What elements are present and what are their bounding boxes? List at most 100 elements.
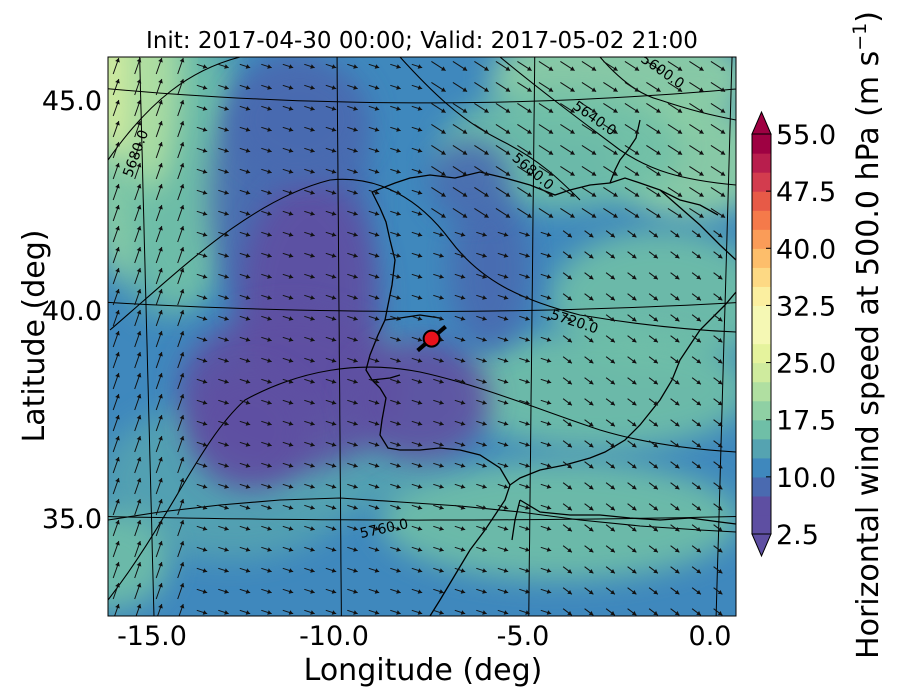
wind-arrow xyxy=(627,293,637,301)
wind-arrow xyxy=(347,168,358,174)
wind-arrow xyxy=(648,503,659,511)
wind-arrow xyxy=(454,357,466,363)
contour-line xyxy=(108,366,736,601)
wind-arrow xyxy=(646,165,661,177)
wind-arrow xyxy=(581,186,597,198)
coastline xyxy=(659,189,736,261)
wind-arrow xyxy=(454,504,466,510)
wind-arrow xyxy=(282,63,294,69)
contour-line xyxy=(108,57,241,161)
wind-arrow xyxy=(390,525,401,531)
wind-arrow xyxy=(155,78,163,96)
wind-arrow xyxy=(368,252,380,258)
wind-arrow xyxy=(368,231,380,237)
wind-arrow xyxy=(519,357,530,363)
wind-arrow xyxy=(239,147,251,153)
wind-arrow xyxy=(670,377,680,385)
wind-arrow xyxy=(452,60,468,72)
wind-arrow xyxy=(325,63,337,69)
wind-arrow xyxy=(540,567,552,573)
wind-arrow xyxy=(627,524,637,532)
wind-arrow xyxy=(134,309,142,327)
wind-arrow xyxy=(155,330,163,348)
wind-arrow xyxy=(239,483,251,489)
wind-arrow xyxy=(497,336,509,342)
wind-arrow xyxy=(325,588,337,594)
wind-arrow xyxy=(368,210,380,216)
colorbar-tick-label: 17.5 xyxy=(776,406,836,437)
wind-arrow xyxy=(452,102,468,114)
wind-arrow xyxy=(282,399,294,405)
wind-arrow xyxy=(605,419,616,427)
wind-arrow xyxy=(304,252,315,258)
wind-arrow xyxy=(497,399,509,405)
wind-arrow xyxy=(261,588,272,594)
colorbar-bin xyxy=(752,419,771,440)
wind-arrow xyxy=(670,482,680,490)
colorbar-bin xyxy=(752,172,771,192)
wind-arrow xyxy=(155,267,163,285)
wind-arrow xyxy=(347,105,358,111)
wind-arrow xyxy=(452,165,468,177)
wind-arrow xyxy=(603,60,618,72)
wind-arrow xyxy=(691,251,702,259)
wind-arrow xyxy=(347,504,358,510)
wind-arrow xyxy=(605,482,616,490)
wind-arrow xyxy=(411,189,423,195)
wind-arrow xyxy=(605,587,616,595)
wind-arrow xyxy=(239,126,251,132)
colorbar-bin xyxy=(752,229,771,249)
wind-arrow xyxy=(452,144,468,156)
wind-arrow xyxy=(452,207,468,219)
wind-arrow xyxy=(584,608,594,616)
wind-arrow xyxy=(433,252,444,258)
wind-arrow xyxy=(648,377,659,385)
wind-arrow xyxy=(325,168,337,174)
wind-arrow xyxy=(177,120,185,138)
wind-arrow xyxy=(519,336,530,342)
wind-arrow xyxy=(218,231,229,237)
wind-arrow xyxy=(304,483,315,489)
wind-arrow xyxy=(282,336,294,342)
wind-arrow xyxy=(713,524,723,532)
wind-arrow xyxy=(261,483,272,489)
wind-arrow xyxy=(605,314,616,322)
wind-arrow xyxy=(390,609,401,615)
colorbar-bin xyxy=(752,514,771,535)
wind-arrow xyxy=(605,440,616,448)
wind-arrow xyxy=(560,186,575,198)
wind-arrow xyxy=(431,144,446,156)
wind-arrow xyxy=(648,293,659,301)
wind-arrow xyxy=(325,336,337,342)
wind-arrow xyxy=(390,588,401,594)
wind-arrow xyxy=(519,609,530,615)
wind-arrow xyxy=(648,251,659,259)
wind-arrow xyxy=(670,314,680,322)
wind-arrow xyxy=(411,399,423,405)
colorbar-tick-label: 55.0 xyxy=(776,120,836,151)
wind-arrow xyxy=(584,314,594,322)
wind-arrow xyxy=(218,252,229,258)
wind-arrow xyxy=(390,567,401,573)
wind-arrow xyxy=(282,315,294,321)
wind-arrow xyxy=(368,378,380,384)
wind-arrow xyxy=(713,419,723,427)
wind-arrow xyxy=(134,456,142,474)
wind-arrow xyxy=(646,123,661,135)
wind-arrow xyxy=(454,567,466,573)
wind-arrow xyxy=(517,186,532,198)
wind-arrow xyxy=(627,608,637,616)
wind-arrow xyxy=(648,440,659,448)
wind-arrow xyxy=(519,294,530,300)
wind-arrow xyxy=(562,545,573,553)
wind-arrow xyxy=(218,147,229,153)
wind-arrow xyxy=(670,251,680,259)
wind-arrow xyxy=(691,545,702,553)
wind-arrow xyxy=(646,207,661,219)
colorbar-bin xyxy=(752,381,771,402)
wind-arrow xyxy=(304,525,315,531)
wind-arrow xyxy=(603,81,618,93)
wind-arrow xyxy=(584,566,594,574)
wind-arrow xyxy=(562,377,573,385)
meridian-line xyxy=(715,57,733,616)
